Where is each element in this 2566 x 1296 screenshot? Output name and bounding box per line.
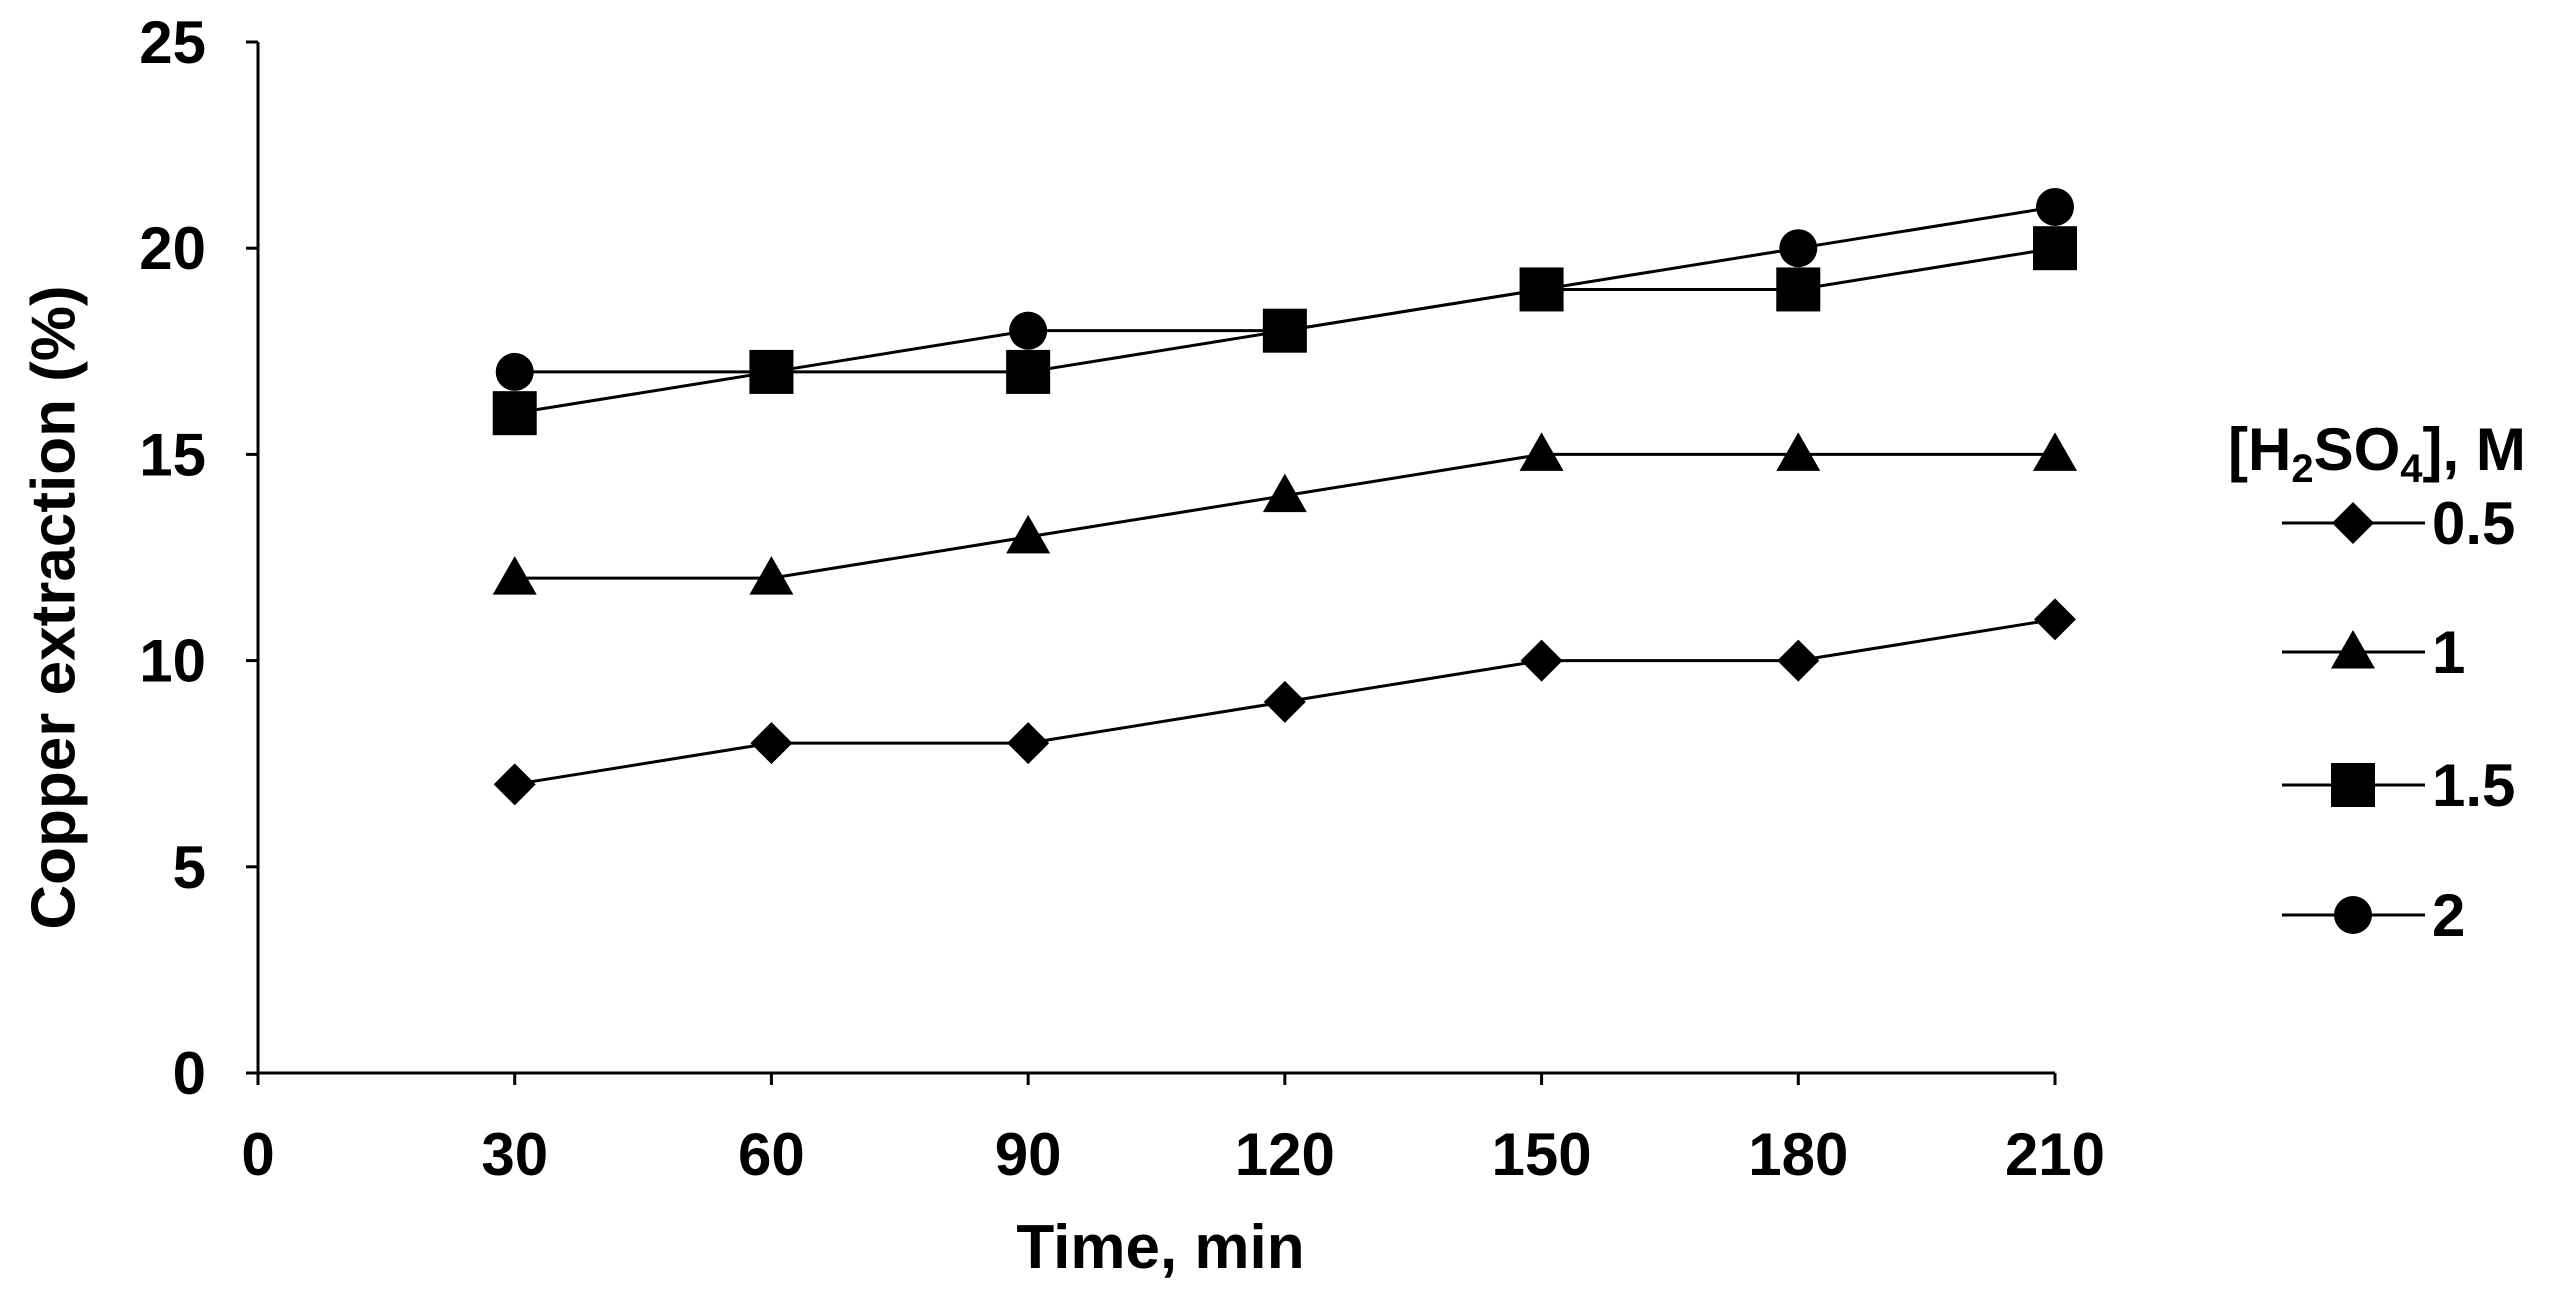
data-point — [2033, 432, 2077, 471]
y-tick-label: 5 — [173, 834, 206, 901]
x-axis-title: Time, min — [1016, 1213, 1304, 1282]
data-point — [492, 391, 537, 436]
series-layer — [492, 187, 2077, 806]
x-tick-label: 210 — [2005, 1121, 2105, 1188]
x-ticks: 0 30 60 90 120 150 180 210 — [241, 1073, 2105, 1188]
x-tick-label: 60 — [738, 1121, 805, 1188]
legend-marker — [2332, 502, 2374, 544]
x-tick-label: 30 — [481, 1121, 548, 1188]
legend: [H2SO4], M 0.5 1 1.5 2 — [2228, 416, 2526, 949]
data-point — [1776, 267, 1821, 312]
data-point — [493, 763, 536, 806]
legend-item: 1.5 — [2282, 752, 2515, 819]
legend-marker — [2331, 763, 2375, 807]
x-tick-label: 180 — [1748, 1121, 1848, 1188]
legend-label: 0.5 — [2432, 490, 2515, 557]
data-point — [750, 722, 793, 765]
legend-label: 1 — [2432, 619, 2465, 686]
x-tick-label: 90 — [995, 1121, 1062, 1188]
y-tick-label: 25 — [139, 9, 206, 76]
series-0-5 — [493, 598, 2076, 806]
y-tick-label: 0 — [173, 1040, 206, 1107]
x-tick-label: 150 — [1492, 1121, 1592, 1188]
data-point — [1265, 311, 1304, 350]
series-2 — [495, 187, 2074, 391]
y-tick-label: 10 — [139, 628, 206, 695]
x-tick-label: 120 — [1235, 1121, 1335, 1188]
legend-item: 2 — [2282, 882, 2465, 949]
legend-title: [H2SO4], M — [2228, 416, 2526, 491]
data-point — [752, 352, 791, 391]
axes — [256, 42, 2055, 1075]
series-line — [514, 452, 2055, 580]
x-tick-label: 0 — [241, 1121, 274, 1188]
data-point — [492, 556, 537, 595]
data-point — [495, 352, 534, 391]
data-point — [2036, 187, 2074, 226]
data-point — [1522, 270, 1561, 309]
data-point — [749, 556, 794, 595]
data-point — [1006, 349, 1051, 394]
y-tick-label: 15 — [139, 421, 206, 488]
legend-marker — [2334, 896, 2372, 934]
legend-label: 2 — [2432, 882, 2465, 949]
legend-item: 0.5 — [2282, 490, 2515, 557]
data-point — [1006, 514, 1051, 554]
legend-marker — [2331, 630, 2375, 669]
data-point — [1263, 680, 1306, 723]
series-1 — [492, 432, 2077, 595]
legend-label: 1.5 — [2432, 752, 2515, 819]
data-point — [1519, 432, 1564, 471]
data-point — [1009, 311, 1048, 350]
y-ticks: 0 5 10 15 20 25 — [139, 9, 258, 1107]
data-point — [1262, 473, 1307, 513]
legend-item: 1 — [2282, 619, 2465, 686]
y-tick-label: 20 — [139, 215, 206, 282]
data-point — [1007, 722, 1050, 765]
data-point — [1776, 432, 1821, 471]
data-point — [2033, 226, 2077, 271]
data-point — [2034, 598, 2076, 641]
data-point — [1520, 639, 1563, 682]
data-point — [1777, 639, 1820, 682]
data-point — [1779, 229, 1818, 268]
y-axis-title: Copper extraction (%) — [19, 285, 88, 929]
